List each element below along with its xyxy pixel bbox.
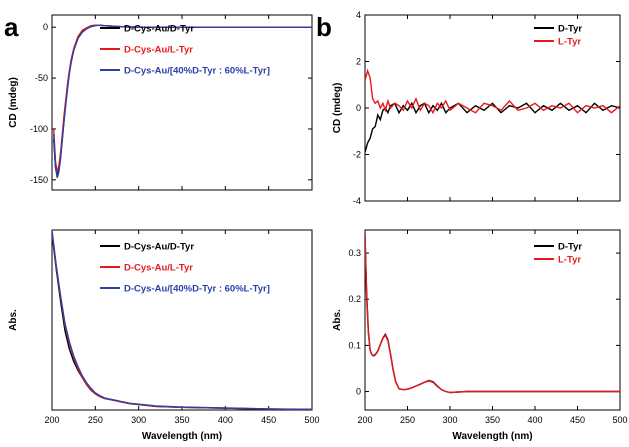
series-line-1 xyxy=(365,234,620,394)
chart-b-top: 4 2 0 -2 -4 CD (mdeg) D-Tyr L-Tyr xyxy=(332,10,621,206)
legend-label-2: D-Cys-Au/L-Tyr xyxy=(124,45,193,56)
x-tick-label: 400 xyxy=(218,415,233,425)
x-tick-label: 200 xyxy=(357,415,372,425)
series-line-3 xyxy=(53,24,312,178)
legend-label-3: D-Cys-Au/[40%D-Tyr : 60%L-Tyr] xyxy=(124,284,270,295)
y-tick-label: 2 xyxy=(356,57,361,67)
y-tick-label: 0 xyxy=(43,22,48,32)
legend-label-2: L-Tyr xyxy=(558,37,581,48)
series-line-2 xyxy=(365,234,620,394)
panel-a-label: a xyxy=(4,12,19,42)
x-tick-label: 400 xyxy=(527,415,542,425)
x-tick-label: 450 xyxy=(261,415,276,425)
legend-label-2: L-Tyr xyxy=(558,255,581,266)
plot-frame xyxy=(51,14,313,191)
legend-label-1: D-Cys-Au/D-Tyr xyxy=(124,24,194,35)
legend-label-1: D-Tyr xyxy=(558,242,582,253)
panel-b-label: b xyxy=(316,12,332,42)
y-tick-label: -2 xyxy=(353,150,361,160)
y-tick-label: 0.3 xyxy=(348,248,361,258)
x-tick-label: 500 xyxy=(612,415,627,425)
chart-b-bottom: 200 250 300 350 400 450 500 0 0.1 0.2 0.3 Wavelengt… xyxy=(332,229,628,442)
y-tick-label: 4 xyxy=(356,10,361,20)
plot-frame xyxy=(364,14,621,202)
legend-label-1: D-Cys-Au/D-Tyr xyxy=(124,242,194,253)
y-axis-title: Abs. xyxy=(8,309,19,331)
y-axis-title: CD (mdeg) xyxy=(332,83,343,134)
x-tick-label: 450 xyxy=(570,415,585,425)
y-tick-label: 0.1 xyxy=(348,340,361,350)
plot-frame xyxy=(51,229,313,411)
legend-label-3: D-Cys-Au/[40%D-Tyr : 60%L-Tyr] xyxy=(124,66,270,77)
x-axis-title: Wavelength (nm) xyxy=(142,431,222,442)
y-tick-label: -4 xyxy=(353,196,361,206)
legend-label-2: D-Cys-Au/L-Tyr xyxy=(124,263,193,274)
x-tick-label: 250 xyxy=(400,415,415,425)
chart-a-bottom: 200 250 300 350 400 450 500 Wavelength (nm) Abs.… xyxy=(8,229,320,442)
series-line-3 xyxy=(52,230,312,410)
series-line-2 xyxy=(365,68,620,115)
plot-frame xyxy=(364,229,621,411)
x-tick-label: 200 xyxy=(44,415,59,425)
x-tick-label: 350 xyxy=(485,415,500,425)
legend-label-1: D-Tyr xyxy=(558,24,582,35)
x-tick-label: 250 xyxy=(88,415,103,425)
y-tick-label: 0.2 xyxy=(348,294,361,304)
x-tick-label: 500 xyxy=(304,415,319,425)
y-axis-title: Abs. xyxy=(332,309,343,331)
x-tick-label: 300 xyxy=(442,415,457,425)
y-axis-title: CD (mdeg) xyxy=(8,77,19,128)
y-tick-label: -100 xyxy=(30,124,48,134)
x-tick-label: 300 xyxy=(131,415,146,425)
x-axis-title: Wavelength (nm) xyxy=(452,431,532,442)
y-tick-label: 0 xyxy=(356,103,361,113)
y-tick-label: 0 xyxy=(356,387,361,397)
chart-a-top: 0 -50 -100 -150 CD (mdeg) D-Cys-Au/D-Tyr D-Cys… xyxy=(8,14,313,191)
series-line-1 xyxy=(365,101,620,153)
y-tick-label: -50 xyxy=(35,73,48,83)
charts-group: 0 -50 -100 -150 CD (mdeg) D-Cys-Au/D-Tyr D-Cys… xyxy=(8,10,628,442)
x-tick-label: 350 xyxy=(174,415,189,425)
y-tick-label: -150 xyxy=(30,175,48,185)
series-line-1 xyxy=(52,233,312,410)
series-line-2 xyxy=(52,231,312,410)
